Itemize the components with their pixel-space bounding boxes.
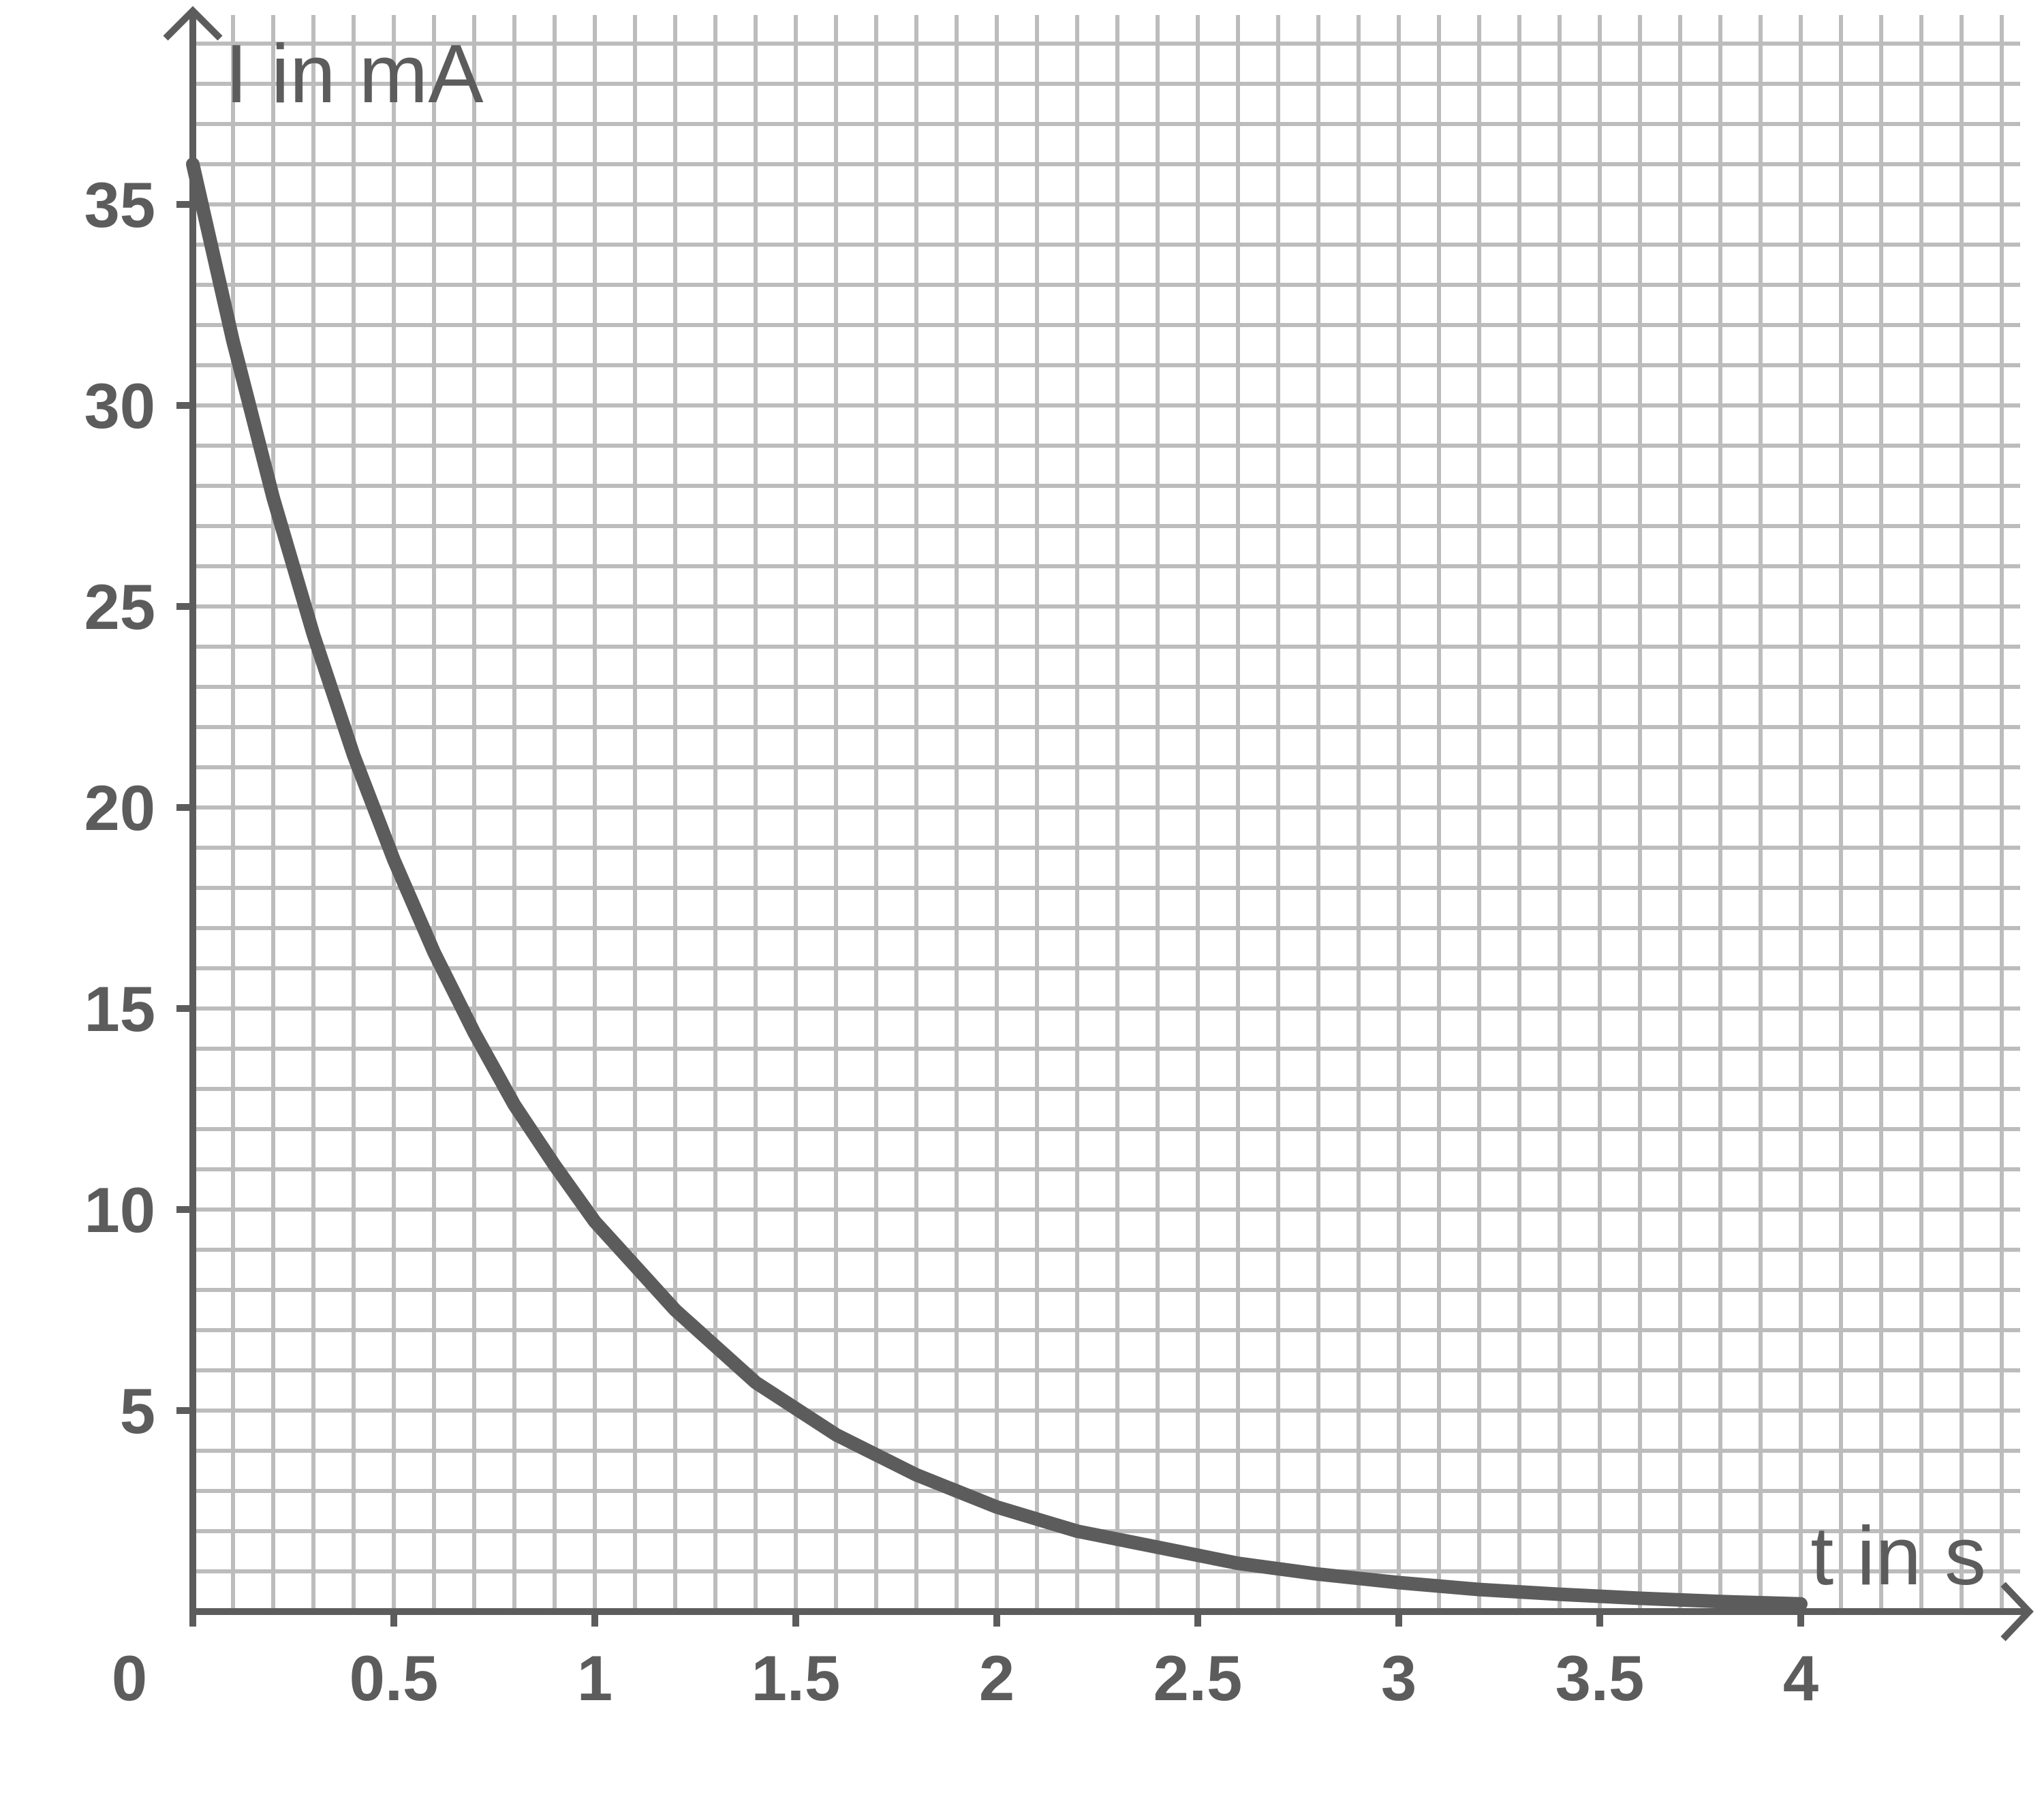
y-tick-label: 10 [84, 1174, 155, 1246]
y-tick-label: 20 [84, 772, 155, 844]
y-axis-arrow-icon [163, 5, 223, 41]
grid [193, 15, 2020, 1612]
y-tick-label: 25 [84, 571, 155, 643]
x-tick-label: 0.5 [350, 1642, 439, 1714]
x-axis-arrow-icon [2000, 1582, 2034, 1642]
x-tick-label: 3.5 [1555, 1642, 1645, 1714]
ticks: 0 0.5 1 1.5 2 2.5 3 3.5 4 5 10 15 20 25 30 35 [84, 169, 1818, 1714]
x-tick-label: 4 [1783, 1642, 1818, 1714]
x-tick-label: 2 [979, 1642, 1015, 1714]
x-tick-label: 0 [112, 1642, 147, 1714]
y-axis-label: I in mA [225, 27, 484, 120]
y-tick-label: 35 [84, 169, 155, 241]
y-tick-label: 5 [120, 1375, 155, 1447]
x-tick-label: 2.5 [1153, 1642, 1243, 1714]
series-line [186, 157, 1808, 1611]
axes [163, 5, 2034, 1642]
series [186, 157, 1808, 1611]
x-tick-label: 3 [1381, 1642, 1416, 1714]
x-tick-label: 1.5 [752, 1642, 841, 1714]
y-tick-label: 15 [84, 973, 155, 1045]
x-axis-label: t in s [1810, 1509, 1986, 1602]
x-tick-label: 1 [577, 1642, 613, 1714]
y-tick-label: 30 [84, 370, 155, 442]
